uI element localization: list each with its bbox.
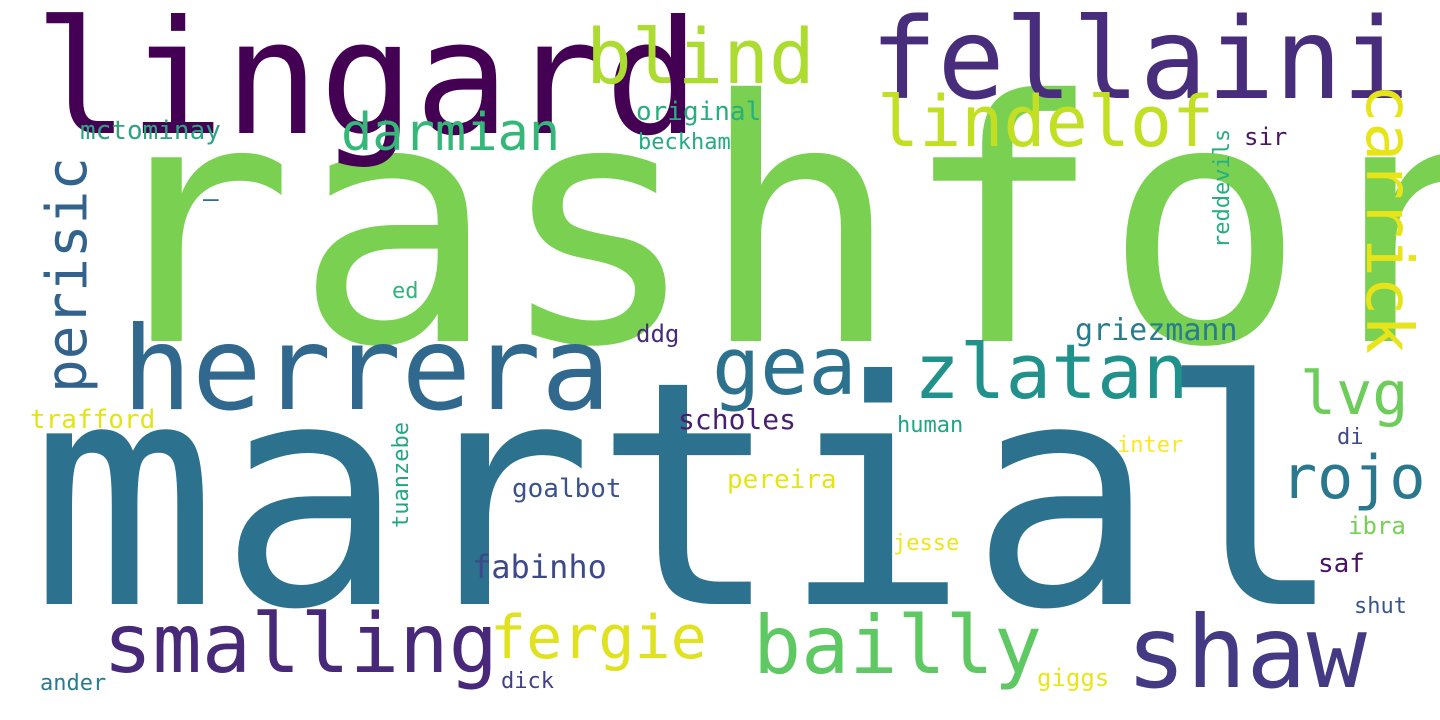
word-jesse: jesse — [893, 531, 960, 556]
word-mctominay: mctominay — [80, 116, 221, 146]
word-giggs: giggs — [1037, 664, 1110, 692]
word-bailly: bailly — [753, 599, 1042, 692]
word-lingard: lingard — [34, 0, 700, 171]
word-griezmann: griezmann — [1075, 313, 1238, 348]
word-shaw: shaw — [1126, 594, 1367, 711]
word-human: human — [897, 413, 964, 438]
word-herrera: herrera — [122, 302, 611, 437]
word-rojo: rojo — [1281, 443, 1426, 513]
word-blind: blind — [586, 12, 815, 101]
word-ander: ander — [40, 671, 107, 696]
word-fabinho: fabinho — [472, 548, 607, 586]
word-ibra: ibra — [1348, 512, 1406, 540]
word-scholes: scholes — [678, 403, 797, 436]
word-tuanzebe: tuanzebe — [389, 422, 414, 528]
word-reddevils: reddevils — [1210, 128, 1235, 248]
word-zlatan: zlatan — [914, 327, 1189, 416]
word-sir: sir — [1244, 123, 1288, 151]
word-pereira: pereira — [727, 465, 837, 495]
word-lindelof: lindelof — [877, 81, 1215, 163]
word-ddg: ddg — [636, 320, 680, 348]
word-shut: shut — [1354, 594, 1407, 619]
word-smalling: smalling — [103, 597, 498, 692]
word-darmian: darmian — [341, 103, 561, 163]
word-dick: dick — [501, 669, 554, 694]
word-martial: martial — [30, 314, 1345, 678]
word-beckham: beckham — [638, 130, 731, 155]
word-goalbot: goalbot — [512, 474, 622, 504]
word-rashford: rashford — [92, 30, 1440, 421]
word-original: original — [636, 97, 762, 127]
word-perisic: perisic — [35, 156, 100, 393]
word-lvg: lvg — [1300, 359, 1409, 429]
word-inter: inter — [1117, 433, 1184, 458]
word-trafford: trafford — [30, 405, 156, 435]
word-di: di — [1337, 425, 1364, 450]
word-ed: ed — [392, 279, 419, 304]
word-dash: — — [203, 184, 219, 214]
word-carrick: carrick — [1351, 84, 1425, 354]
word-gea: gea — [712, 320, 857, 413]
word-fergie: fergie — [490, 603, 707, 673]
word-saf: saf — [1318, 549, 1365, 579]
word-fellaini: fellaini — [870, 0, 1410, 125]
